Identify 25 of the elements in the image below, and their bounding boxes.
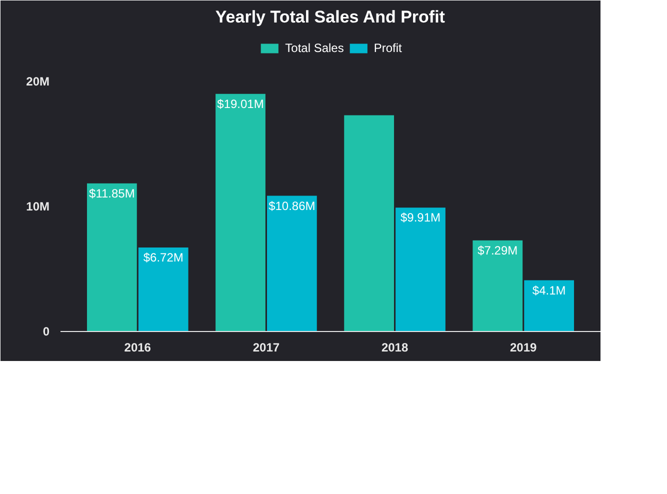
- bar: [216, 94, 266, 332]
- bar: [266, 196, 317, 332]
- bar: [86, 183, 137, 332]
- bar: [524, 280, 574, 332]
- bar: [472, 240, 523, 332]
- x-tick-label: 2019: [510, 340, 538, 354]
- data-label: $6.72M: [143, 250, 184, 264]
- bar: [396, 208, 446, 332]
- x-tick-label: 2018: [381, 340, 408, 354]
- x-tick-label: 2017: [252, 340, 280, 354]
- bar: [138, 248, 188, 332]
- data-label: $10.86M: [268, 198, 316, 213]
- y-tick-label: 0: [42, 324, 50, 338]
- legend-label: Profit: [374, 41, 402, 55]
- y-tick-label: 10M: [26, 200, 50, 214]
- x-tick-label: 2016: [124, 340, 152, 354]
- chart-title: Yearly Total Sales And Profit: [215, 8, 446, 26]
- data-label: $7.29M: [478, 243, 518, 258]
- data-label: $4.1M: [532, 283, 566, 298]
- data-label: $19.01M: [217, 96, 264, 111]
- legend-label: Total Sales: [285, 41, 344, 55]
- bar: [344, 115, 394, 332]
- data-label: $11.85M: [89, 186, 135, 200]
- data-label: $9.91M: [400, 210, 441, 225]
- y-tick-label: 20M: [26, 74, 50, 88]
